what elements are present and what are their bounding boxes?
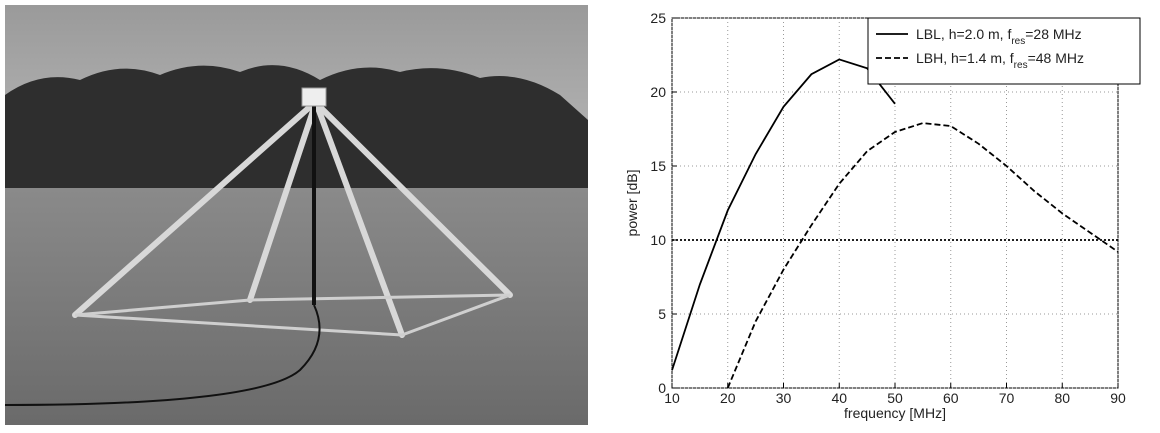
y-tick-label: 20 [650,84,666,100]
x-tick-label: 60 [943,390,959,406]
legend-box [867,17,1141,85]
x-tick-label: 50 [887,390,903,406]
x-tick-label: 90 [1110,390,1126,406]
series-line [726,122,1119,389]
y-tick-label: 0 [658,380,666,396]
legend-entry: LBH, h=1.4 m, fres=48 MHz [916,50,1084,71]
x-tick-label: 20 [720,390,736,406]
y-tick-label: 5 [658,306,666,322]
legend-text: LBH, h=1.4 m, f [916,50,1014,66]
series-line [671,58,896,371]
legend-text: LBL, h=2.0 m, f [916,26,1011,42]
y-tick-label: 25 [650,10,666,26]
legend-entry: LBL, h=2.0 m, fres=28 MHz [916,26,1082,47]
y-axis-label: power [dB] [624,170,640,237]
legend-text: =48 MHz [1028,50,1084,66]
photo [4,5,588,425]
x-tick-label: 80 [1054,390,1070,406]
legend-text: =28 MHz [1025,26,1081,42]
x-tick-label: 30 [776,390,792,406]
legend-text: res [1014,60,1028,71]
x-tick-label: 70 [999,390,1015,406]
x-axis-label: frequency [MHz] [844,405,946,421]
legend-text: res [1011,36,1025,47]
y-tick-label: 15 [650,158,666,174]
x-tick-label: 40 [831,390,847,406]
x-tick-label: 10 [664,390,680,406]
y-tick-label: 10 [650,232,666,248]
